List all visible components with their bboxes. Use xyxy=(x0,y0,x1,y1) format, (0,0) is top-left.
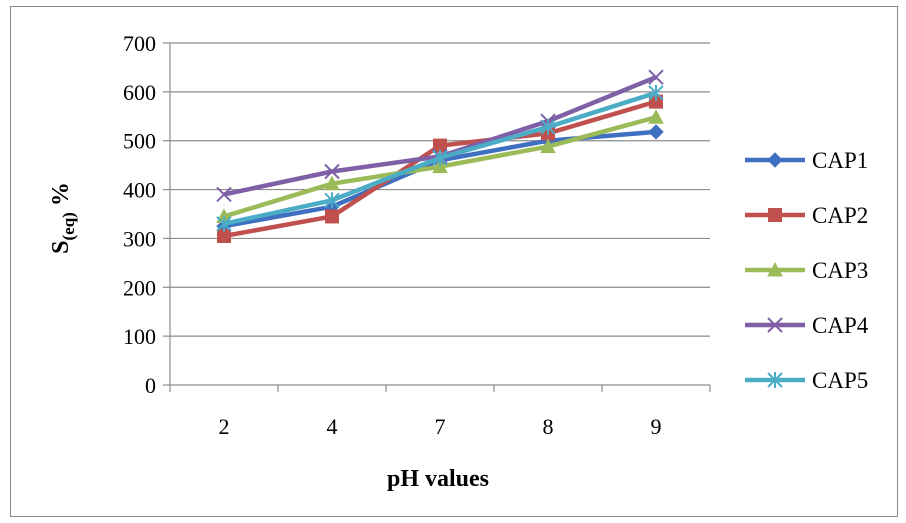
legend-label: CAP3 xyxy=(812,258,868,283)
y-tick-label: 200 xyxy=(123,275,156,300)
legend-marker xyxy=(767,317,783,333)
legend-marker xyxy=(767,372,783,388)
y-axis-title-sub: (eq) xyxy=(59,212,78,240)
y-tick-labels: 0 100 200 300 400 500 600 700 xyxy=(123,31,156,398)
legend-label: CAP1 xyxy=(812,148,868,173)
y-tick-label: 0 xyxy=(145,373,156,398)
legend-item-cap2: CAP2 xyxy=(745,203,868,228)
legend: CAP1 CAP2 CAP3 CAP4 CAP5 xyxy=(745,148,869,393)
x-tick-label: 7 xyxy=(435,414,446,439)
legend-item-cap1: CAP1 xyxy=(745,148,868,173)
x-tick-label: 4 xyxy=(327,414,338,439)
data-point xyxy=(540,138,556,154)
data-point xyxy=(648,69,664,85)
data-point xyxy=(540,119,556,136)
y-tick-label: 500 xyxy=(123,129,156,154)
y-tick-label: 700 xyxy=(123,31,156,56)
legend-marker xyxy=(768,208,782,222)
y-tick-label: 100 xyxy=(123,324,156,349)
data-point xyxy=(648,84,664,101)
series-cap2 xyxy=(217,94,663,243)
legend-label: CAP2 xyxy=(812,203,868,228)
axes xyxy=(163,42,711,392)
series-layer xyxy=(216,69,664,243)
x-tick-label: 8 xyxy=(543,414,554,439)
y-tick-label: 400 xyxy=(123,178,156,203)
legend-item-cap4: CAP4 xyxy=(745,313,869,338)
data-point xyxy=(325,209,339,224)
x-axis-title: pH values xyxy=(387,466,489,492)
data-point xyxy=(324,175,340,191)
y-tick-label: 600 xyxy=(123,80,156,105)
data-point xyxy=(324,163,340,180)
data-point xyxy=(216,186,232,203)
series-cap3 xyxy=(216,109,664,223)
data-point xyxy=(432,149,448,166)
series-cap5 xyxy=(216,84,664,232)
data-point xyxy=(648,109,664,124)
y-axis-title-main: S xyxy=(48,240,74,253)
data-point xyxy=(432,158,448,174)
legend-marker xyxy=(767,152,783,168)
x-tick-label: 2 xyxy=(219,414,230,439)
legend-item-cap3: CAP3 xyxy=(745,258,868,283)
legend-label: CAP5 xyxy=(812,368,868,393)
x-tick-label: 9 xyxy=(651,414,662,439)
legend-item-cap5: CAP5 xyxy=(745,368,868,393)
data-point xyxy=(216,215,232,232)
data-point xyxy=(648,124,664,140)
chart-frame xyxy=(10,6,898,517)
data-point xyxy=(324,192,340,209)
legend-label: CAP4 xyxy=(812,313,869,338)
y-axis-title: S(eq) % xyxy=(48,182,78,254)
y-axis-title-suffix: % xyxy=(48,182,74,212)
legend-marker xyxy=(767,261,783,277)
y-tick-label: 300 xyxy=(123,226,156,251)
x-tick-labels: 2 4 7 8 9 xyxy=(219,414,662,439)
